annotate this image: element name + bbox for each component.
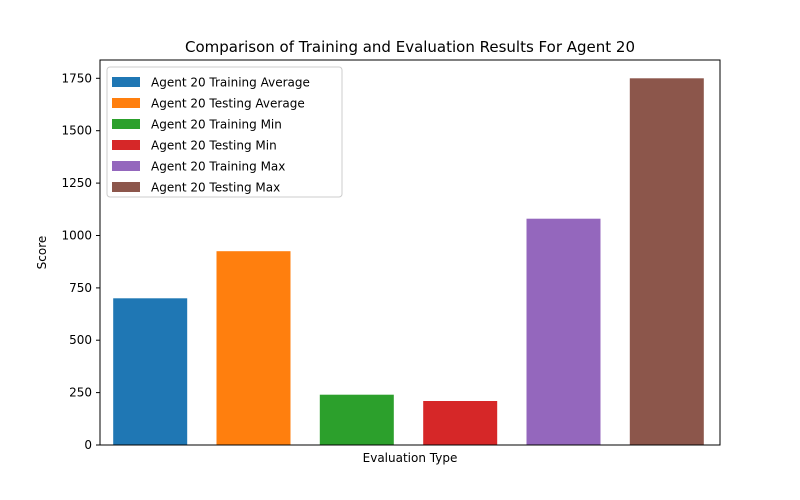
y-tick-label: 250 (69, 386, 92, 400)
plot-frame (99, 59, 721, 446)
legend-swatch (112, 182, 140, 192)
y-axis-label: Score (35, 236, 49, 270)
legend-swatch (112, 77, 140, 87)
bar (319, 394, 394, 445)
y-tick-label: 1750 (61, 71, 92, 85)
bar (526, 218, 601, 445)
y-tick-label: 500 (69, 333, 92, 347)
y-tick-label: 1500 (61, 124, 92, 138)
bar (113, 298, 188, 445)
chart-title: Comparison of Training and Evaluation Re… (185, 38, 635, 56)
bars-layer (113, 78, 704, 446)
legend-swatch (112, 161, 140, 171)
legend-box (106, 66, 343, 198)
legend-label: Agent 20 Testing Min (151, 139, 277, 153)
bar (423, 401, 498, 445)
legend-label: Agent 20 Training Min (151, 118, 282, 132)
y-tick-label: 750 (69, 281, 92, 295)
y-axis: 0 250 500 750 1000 1250 1500 1750 (61, 71, 100, 452)
legend-label: Agent 20 Testing Average (151, 97, 305, 111)
legend-swatch (112, 98, 140, 108)
y-tick-label: 0 (84, 438, 92, 452)
legend-label: Agent 20 Training Average (151, 76, 310, 90)
legend: Agent 20 Training Average Agent 20 Testin… (106, 66, 343, 198)
y-tick-label: 1000 (61, 229, 92, 243)
bar (216, 251, 291, 445)
legend-swatch (112, 119, 140, 129)
legend-label: Agent 20 Training Max (151, 160, 285, 174)
bar (629, 78, 704, 446)
legend-swatch (112, 140, 140, 150)
x-axis-label: Evaluation Type (363, 451, 458, 465)
y-tick-label: 1250 (61, 176, 92, 190)
legend-label: Agent 20 Testing Max (151, 181, 280, 195)
